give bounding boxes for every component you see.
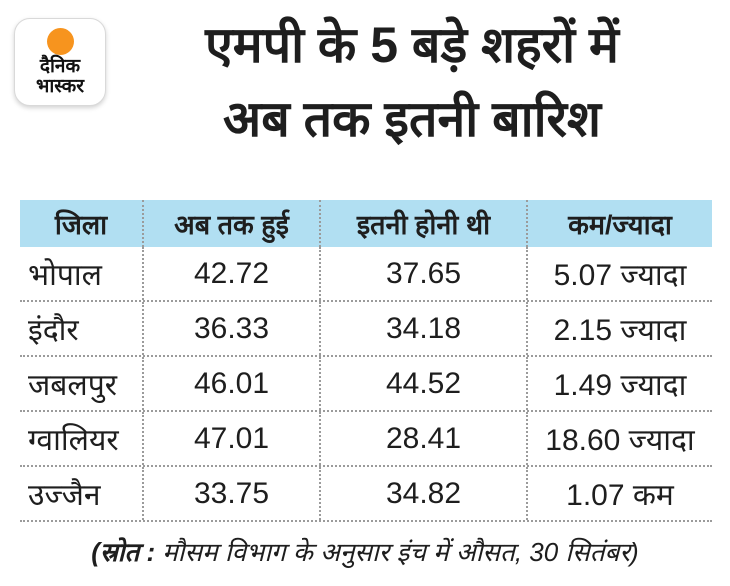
column-header-district: जिला xyxy=(54,210,108,240)
rainfall-table: जिला अब तक हुई इतनी होनी थी कम/ज्यादा भो… xyxy=(20,200,712,522)
rain-expected-cell: 34.82 xyxy=(319,467,526,520)
logo-text-line2: भास्कर xyxy=(35,76,85,97)
rain-so-far-cell: 46.01 xyxy=(142,357,319,410)
logo-text-line1: दैनिक xyxy=(39,56,81,77)
table-body: भोपाल 42.72 37.65 5.07 ज्यादा इंदौर 36.3… xyxy=(20,247,712,522)
rain-expected-cell: 28.41 xyxy=(319,412,526,465)
table-header-row: जिला अब तक हुई इतनी होनी थी कम/ज्यादा xyxy=(20,200,712,247)
title-line-2: अब तक इतनी बारिश xyxy=(223,91,601,147)
table-row: भोपाल 42.72 37.65 5.07 ज्यादा xyxy=(20,247,712,302)
difference-cell: 5.07 ज्यादा xyxy=(526,247,712,300)
table-row: जबलपुर 46.01 44.52 1.49 ज्यादा xyxy=(20,357,712,412)
rain-so-far-cell: 36.33 xyxy=(142,302,319,355)
source-text: मौसम विभाग के अनुसार इंच में औसत, 30 सित… xyxy=(162,537,639,567)
district-cell: इंदौर xyxy=(28,314,79,347)
rain-expected-cell: 34.18 xyxy=(319,302,526,355)
column-header-rain-so-far: अब तक हुई xyxy=(142,200,319,247)
dainik-bhaskar-logo: दैनिक भास्कर xyxy=(14,18,106,106)
difference-cell: 2.15 ज्यादा xyxy=(526,302,712,355)
district-cell: जबलपुर xyxy=(28,369,118,402)
table-row: ग्वालियर 47.01 28.41 18.60 ज्यादा xyxy=(20,412,712,467)
table-row: उज्जैन 33.75 34.82 1.07 कम xyxy=(20,467,712,522)
district-cell: ग्वालियर xyxy=(28,424,119,457)
rain-expected-cell: 44.52 xyxy=(319,357,526,410)
district-cell: भोपाल xyxy=(28,259,103,292)
rain-so-far-cell: 33.75 xyxy=(142,467,319,520)
rain-so-far-cell: 47.01 xyxy=(142,412,319,465)
difference-cell: 18.60 ज्यादा xyxy=(526,412,712,465)
column-header-difference: कम/ज्यादा xyxy=(526,200,712,247)
district-cell: उज्जैन xyxy=(28,479,101,512)
source-note: (स्रोत : मौसम विभाग के अनुसार इंच में औसत… xyxy=(0,533,730,569)
difference-cell: 1.49 ज्यादा xyxy=(526,357,712,410)
table-row: इंदौर 36.33 34.18 2.15 ज्यादा xyxy=(20,302,712,357)
title-line-1: एमपी के 5 बड़े शहरों में xyxy=(205,17,619,73)
page-title: एमपी के 5 बड़े शहरों में अब तक इतनी बारि… xyxy=(106,8,718,156)
column-header-rain-expected: इतनी होनी थी xyxy=(319,200,526,247)
difference-cell: 1.07 कम xyxy=(526,467,712,520)
source-label: (स्रोत : xyxy=(91,537,156,567)
rain-expected-cell: 37.65 xyxy=(319,247,526,300)
sun-icon xyxy=(46,28,74,55)
rain-so-far-cell: 42.72 xyxy=(142,247,319,300)
